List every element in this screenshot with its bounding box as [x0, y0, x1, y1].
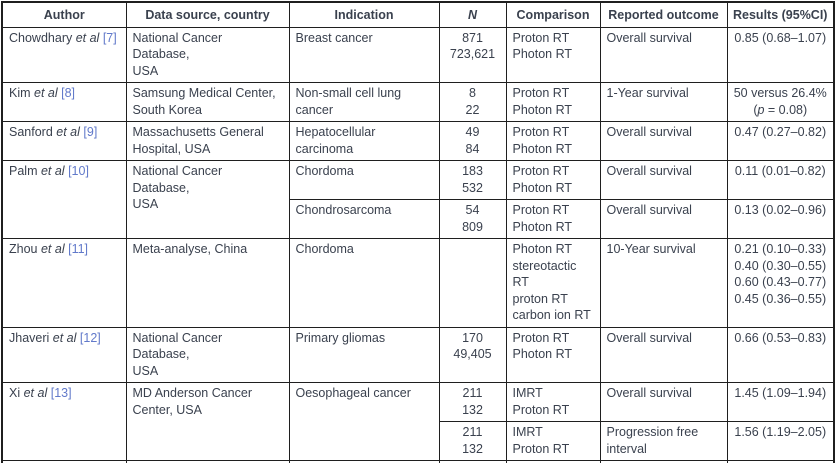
- table-row: Zhou et al [11] Meta-analyse, China Chordo…: [1, 238, 835, 328]
- citation-link[interactable]: [11]: [68, 242, 89, 256]
- cell-n: 871 723,621: [438, 26, 507, 83]
- table-row: Jhaveri et al [12] National Cancer Databa…: [1, 326, 835, 383]
- cell-comparison: Proton RT Photon RT: [505, 160, 601, 200]
- cell-n: 8 22: [438, 82, 507, 122]
- cell-source: Samsung Medical Center, South Korea: [125, 82, 290, 122]
- column-header-author: Author: [1, 1, 127, 28]
- cell-results: 0.85 (0.68–1.07): [726, 26, 835, 83]
- cell-comparison: Proton RT Photon RT: [505, 326, 601, 383]
- cell-outcome: Overall survival: [599, 121, 728, 161]
- table-row: Palm et al [10] National Cancer Database,…: [1, 160, 835, 239]
- cell-indication: Primary gliomas: [288, 326, 440, 383]
- citation-link[interactable]: [12]: [79, 330, 101, 345]
- cell-outcome: Overall survival: [599, 199, 728, 239]
- cell-comparison: Photon RT stereotactic RT proton RT carbon …: [505, 238, 601, 328]
- cell-author: Chowdhary et al [7]: [1, 26, 127, 83]
- cell-indication: Chordoma: [288, 160, 440, 200]
- citation-link[interactable]: [10]: [68, 164, 89, 178]
- cell-results: 0.21 (0.10–0.33) 0.40 (0.30–0.55) 0.60 (0.…: [726, 238, 835, 328]
- cell-results: 0.66 (0.53–0.83): [726, 326, 835, 383]
- cell-outcome: 1-Year survival: [599, 82, 728, 122]
- table-row: Chondrosarcoma 54 809 Proton RT Photon RT Ove…: [2, 199, 835, 239]
- cell-outcome: Overall survival: [599, 326, 728, 383]
- cell-author: Kim et al [8]: [1, 82, 127, 122]
- cell-n: 183 532: [438, 160, 507, 200]
- cell-author: Xi et al [13]: [1, 382, 127, 461]
- cell-comparison: Proton RT Photon RT: [505, 121, 601, 161]
- table-row: Kim et al [8] Samsung Medical Center, Sout…: [1, 82, 835, 122]
- cell-results: 0.13 (0.02–0.96): [726, 199, 835, 239]
- cell-outcome: Overall survival: [599, 26, 728, 83]
- cell-indication: Breast cancer: [288, 26, 440, 83]
- cell-outcome: Overall survival: [599, 160, 728, 200]
- cell-indication: Hepatocellular carcinoma: [288, 121, 440, 161]
- cell-comparison: Proton RT Photon RT: [505, 199, 601, 239]
- cell-indication: Chondrosarcoma: [288, 199, 440, 239]
- citation-link[interactable]: [7]: [102, 30, 117, 45]
- cell-n: [438, 238, 507, 328]
- cell-n: 54 809: [438, 199, 507, 239]
- column-header-n: N: [438, 1, 507, 28]
- table-row: Xi et al [13] MD Anderson Cancer Center, U…: [1, 382, 835, 461]
- cell-comparison: Proton RT Photon RT: [505, 82, 601, 122]
- cell-source: National Cancer Database, USA: [125, 326, 290, 383]
- citation-link[interactable]: [13]: [50, 386, 72, 400]
- cell-indication: Non-small cell lung cancer: [288, 82, 440, 122]
- table-row: Shiraishi et al* [14]MD Anderson CancerC…: [1, 460, 835, 463]
- column-header-indication: Indication: [288, 1, 440, 28]
- cell-results: 1.45 (1.09–1.94): [726, 382, 835, 422]
- table-row: Sanford et al [9] Massachusetts General Ho…: [1, 121, 835, 161]
- column-header-outcome: Reported outcome: [599, 1, 728, 28]
- cell-n: 49 84: [438, 121, 507, 161]
- table-header-row: Author Data source, country Indication N Com…: [1, 1, 835, 28]
- column-header-results: Results (95%CI): [726, 1, 835, 28]
- cell-author: Zhou et al [11]: [1, 238, 127, 328]
- cell-indication: Oesophageal cancer: [288, 382, 440, 461]
- cell-n: 170 49,405: [438, 326, 507, 383]
- cell-source: Massachusetts General Hospital, USA: [125, 121, 290, 161]
- cell-n: 211 132: [438, 421, 507, 461]
- cell-source: National Cancer Database, USA: [125, 26, 290, 83]
- cell-n: 211 132: [438, 382, 507, 422]
- cell-source: National Cancer Database, USA: [125, 160, 290, 239]
- cell-outcome: Overall survival: [599, 382, 728, 422]
- cell-results: 1.56 (1.19–2.05): [726, 421, 835, 461]
- cell-indication: Chordoma: [288, 238, 440, 328]
- cell-results: 0.29 (0.16–0.52): [726, 460, 835, 463]
- cell-source: Meta-analyse, China: [125, 238, 290, 328]
- cell-outcome: Progression free interval: [599, 421, 728, 461]
- citation-link[interactable]: [8]: [61, 86, 76, 100]
- cell-results: 50 versus 26.4% (p = 0.08): [726, 82, 835, 122]
- table-row: 211 132 IMRT Proton RT Progression free inter…: [2, 421, 835, 461]
- cell-results: 0.47 (0.27–0.82): [726, 121, 835, 161]
- column-header-comparison: Comparison: [505, 1, 601, 28]
- cell-outcome: 10-Year survival: [599, 238, 728, 328]
- cell-results: 0.11 (0.01–0.82): [726, 160, 835, 200]
- cell-author: Jhaveri et al [12]: [1, 326, 127, 383]
- cell-author: Sanford et al [9]: [1, 121, 127, 161]
- cell-comparison: Proton RT Photon RT: [505, 26, 601, 83]
- column-header-source: Data source, country: [125, 1, 290, 28]
- citation-link[interactable]: [9]: [83, 125, 98, 139]
- cell-author: Palm et al [10]: [1, 160, 127, 239]
- table-row: Chowdhary et al [7] National Cancer Datab…: [1, 26, 835, 83]
